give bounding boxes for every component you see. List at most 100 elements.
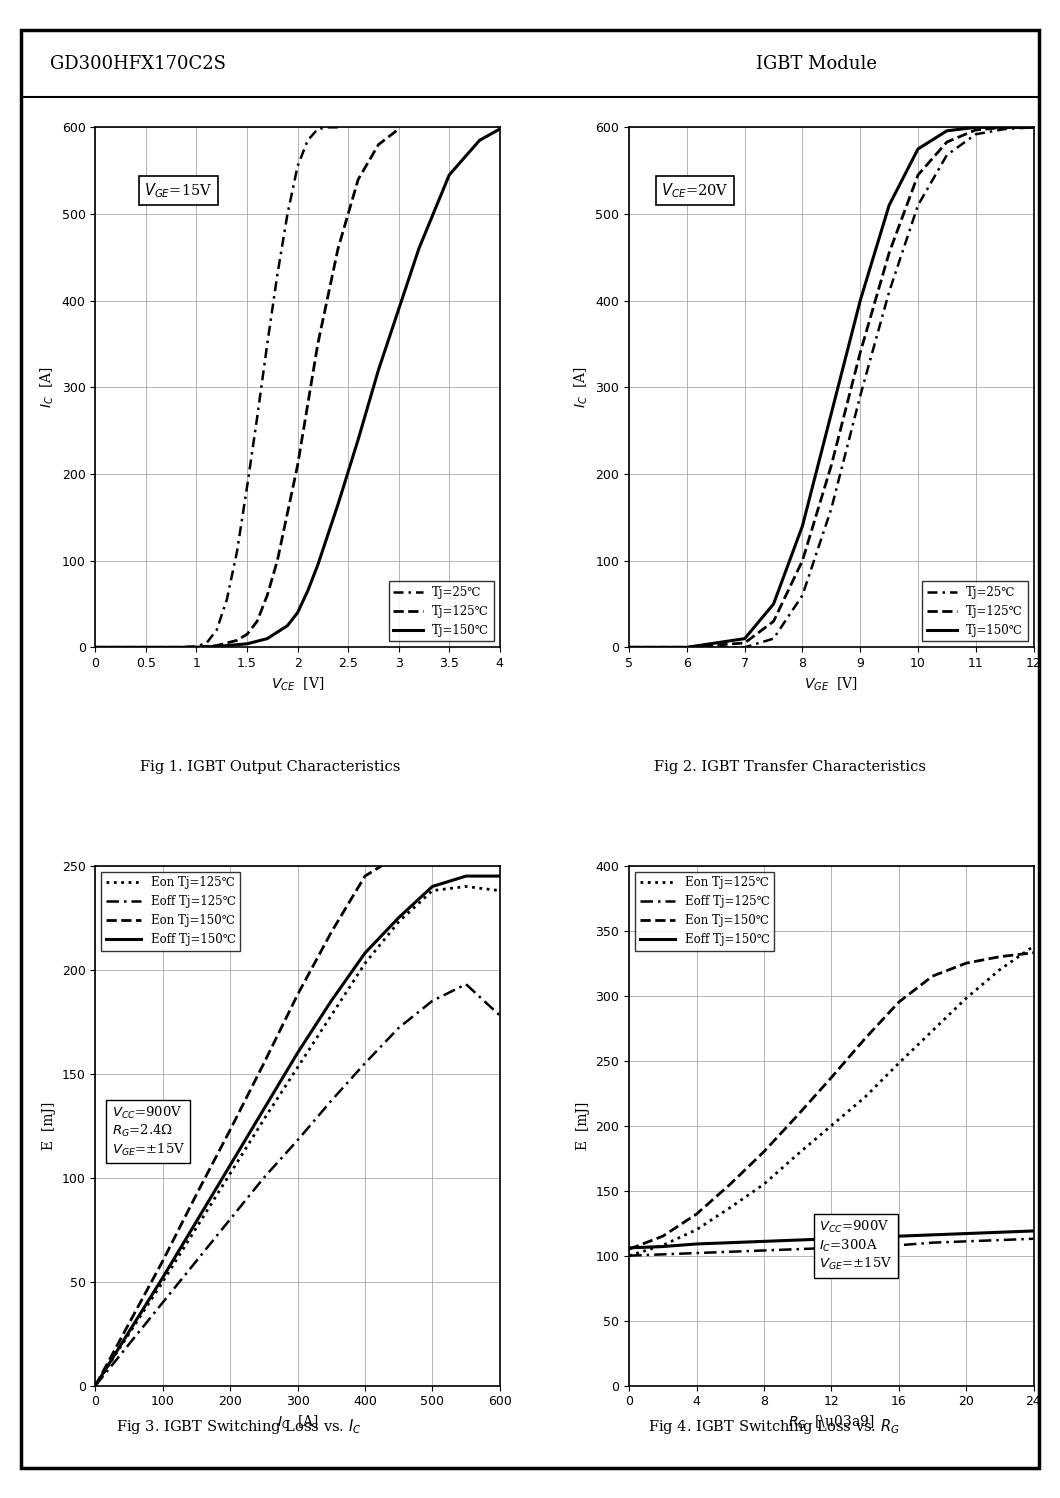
Eoff Tj=125℃ xyxy=(758,1242,771,1260)
Text: Fig 4. IGBT Switching Loss vs. $R_G$: Fig 4. IGBT Switching Loss vs. $R_G$ xyxy=(648,1417,900,1435)
Tj=25℃ xyxy=(292,157,304,175)
Eoff Tj=150℃ xyxy=(325,992,338,1010)
Eoff Tj=125℃ xyxy=(791,1240,803,1258)
Line: Tj=25℃: Tj=25℃ xyxy=(630,127,1034,647)
Eon Tj=150℃ xyxy=(157,1252,170,1270)
Tj=150℃ xyxy=(681,638,693,656)
Tj=150℃ xyxy=(412,240,425,258)
Tj=150℃ xyxy=(89,638,102,656)
Eoff Tj=150℃ xyxy=(358,944,371,962)
Eon Tj=150℃ xyxy=(724,1174,737,1192)
Eoff Tj=125℃ xyxy=(292,1131,304,1149)
Tj=25℃ xyxy=(767,629,780,647)
Tj=125℃ xyxy=(970,121,983,139)
Tj=25℃ xyxy=(854,386,867,404)
Tj=25℃ xyxy=(312,120,324,138)
Eon Tj=150℃ xyxy=(893,993,905,1011)
Eon Tj=125℃ xyxy=(959,989,972,1007)
Tj=125℃ xyxy=(796,551,809,569)
Tj=25℃ xyxy=(301,132,314,150)
Tj=125℃ xyxy=(681,638,693,656)
Tj=25℃ xyxy=(190,638,202,656)
Eoff Tj=125℃ xyxy=(460,975,473,993)
Tj=25℃ xyxy=(912,196,924,214)
Eon Tj=150℃ xyxy=(123,1314,136,1332)
Tj=150℃ xyxy=(1027,118,1040,136)
Legend: Eon Tj=125℃, Eoff Tj=125℃, Eon Tj=150℃, Eoff Tj=150℃: Eon Tj=125℃, Eoff Tj=125℃, Eon Tj=150℃, … xyxy=(102,872,241,951)
Eon Tj=125℃ xyxy=(926,1022,939,1040)
Legend: Tj=25℃, Tj=125℃, Tj=150℃: Tj=25℃, Tj=125℃, Tj=150℃ xyxy=(922,581,1027,641)
Tj=25℃ xyxy=(739,638,752,656)
Text: IGBT Module: IGBT Module xyxy=(756,55,877,73)
Eon Tj=150℃ xyxy=(426,846,439,864)
Eoff Tj=150℃ xyxy=(123,1323,136,1341)
Eoff Tj=150℃ xyxy=(791,1231,803,1249)
Text: Fig 2. IGBT Transfer Characteristics: Fig 2. IGBT Transfer Characteristics xyxy=(654,759,925,774)
Tj=125℃ xyxy=(372,136,385,154)
Tj=150℃ xyxy=(261,629,273,647)
X-axis label: $V_{CE}$  [V]: $V_{CE}$ [V] xyxy=(271,676,324,694)
Eon Tj=125℃ xyxy=(893,1055,905,1073)
Eoff Tj=125℃ xyxy=(825,1239,837,1257)
Eon Tj=125℃ xyxy=(157,1273,170,1291)
Tj=125℃ xyxy=(883,244,896,262)
Tj=125℃ xyxy=(739,634,752,652)
Tj=150℃ xyxy=(170,638,182,656)
Line: Eoff Tj=150℃: Eoff Tj=150℃ xyxy=(95,876,499,1386)
Tj=125℃ xyxy=(332,240,344,258)
Eoff Tj=125℃ xyxy=(724,1243,737,1261)
Eon Tj=150℃ xyxy=(190,1185,202,1203)
Eon Tj=125℃ xyxy=(1027,938,1040,956)
Tj=150℃ xyxy=(443,166,456,184)
Tj=150℃ xyxy=(739,629,752,647)
Eon Tj=150℃ xyxy=(224,1121,236,1138)
Tj=125℃ xyxy=(1027,118,1040,136)
Eon Tj=125℃ xyxy=(791,1146,803,1164)
Tj=125℃ xyxy=(292,457,304,475)
Eoff Tj=150℃ xyxy=(157,1269,170,1287)
Tj=25℃ xyxy=(940,147,953,165)
Line: Eon Tj=150℃: Eon Tj=150℃ xyxy=(95,855,499,1386)
Text: Fig 1. IGBT Output Characteristics: Fig 1. IGBT Output Characteristics xyxy=(140,759,401,774)
Tj=150℃ xyxy=(883,196,896,214)
Eoff Tj=125℃ xyxy=(859,1237,871,1255)
Tj=150℃ xyxy=(312,556,324,574)
Tj=125℃ xyxy=(170,638,182,656)
Tj=25℃ xyxy=(796,586,809,604)
Tj=150℃ xyxy=(912,139,924,157)
X-axis label: $I_C$  [A]: $I_C$ [A] xyxy=(277,1414,318,1431)
Eon Tj=150℃ xyxy=(258,1055,270,1073)
Eoff Tj=150℃ xyxy=(893,1227,905,1245)
Eon Tj=150℃ xyxy=(791,1107,803,1125)
Tj=125℃ xyxy=(392,120,405,138)
Eoff Tj=150℃ xyxy=(89,1377,102,1395)
Eoff Tj=150℃ xyxy=(926,1225,939,1243)
Eon Tj=125℃ xyxy=(258,1110,270,1128)
Eon Tj=150℃ xyxy=(690,1204,703,1222)
Tj=150℃ xyxy=(210,638,223,656)
Eon Tj=125℃ xyxy=(89,1377,102,1395)
Eoff Tj=125℃ xyxy=(893,1236,905,1254)
Tj=25℃ xyxy=(231,542,244,560)
Eoff Tj=125℃ xyxy=(157,1293,170,1311)
Eoff Tj=150℃ xyxy=(656,1237,669,1255)
Eon Tj=150℃ xyxy=(358,867,371,885)
Text: GD300HFX170C2S: GD300HFX170C2S xyxy=(50,55,226,73)
Eon Tj=125℃ xyxy=(493,882,506,900)
Tj=125℃ xyxy=(301,395,314,413)
Eon Tj=125℃ xyxy=(190,1218,202,1236)
Eoff Tj=150℃ xyxy=(292,1044,304,1062)
Tj=25℃ xyxy=(241,478,253,496)
Tj=125℃ xyxy=(271,551,284,569)
Tj=25℃ xyxy=(261,336,273,354)
Eoff Tj=125℃ xyxy=(123,1335,136,1353)
Eoff Tj=125℃ xyxy=(656,1245,669,1263)
Eoff Tj=125℃ xyxy=(358,1055,371,1073)
Y-axis label: E  [mJ]: E [mJ] xyxy=(576,1101,590,1150)
Tj=25℃ xyxy=(170,638,182,656)
Eoff Tj=150℃ xyxy=(724,1234,737,1252)
Tj=25℃ xyxy=(970,126,983,144)
Tj=125℃ xyxy=(312,336,324,354)
Eoff Tj=125℃ xyxy=(493,1007,506,1025)
Eoff Tj=125℃ xyxy=(426,992,439,1010)
